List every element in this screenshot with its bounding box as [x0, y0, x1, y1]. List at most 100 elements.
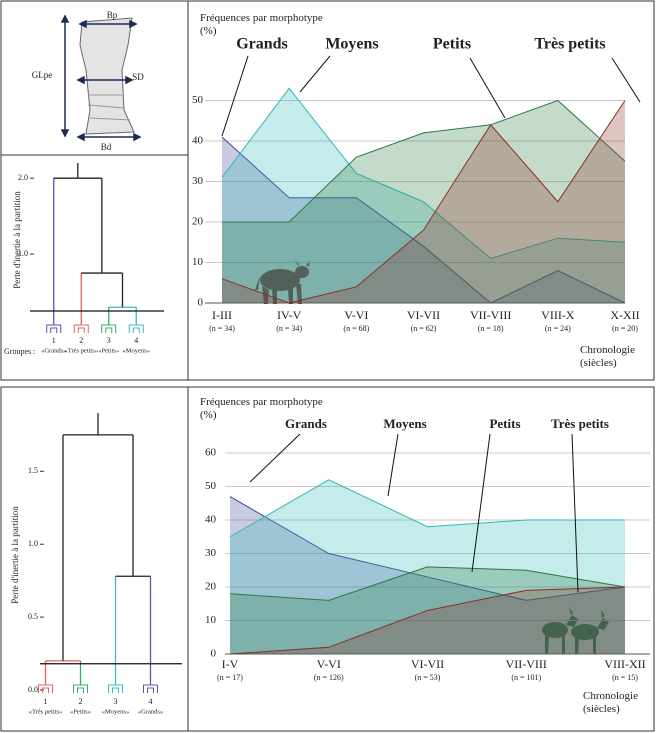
area	[222, 136, 625, 303]
leader-line	[469, 57, 506, 119]
n-label: (n = 17)	[217, 673, 243, 682]
x-tick-label: VI-VII	[411, 657, 444, 671]
group-number: 1	[44, 697, 48, 706]
group-number: 4	[134, 336, 138, 345]
x-tick-label: VII-VIII	[506, 657, 547, 671]
leaf-cluster	[38, 684, 53, 693]
legend-label: Moyens	[383, 416, 426, 431]
group-number: 3	[107, 336, 111, 345]
group-label: «Moyens»	[123, 347, 150, 354]
y-tick-label: 10	[205, 614, 217, 626]
n-label: (n = 20)	[612, 324, 638, 333]
leaf-cluster	[128, 324, 144, 333]
n-label: (n = 126)	[314, 673, 344, 682]
y-tick-label: 0	[211, 648, 217, 660]
y-tick-label: 0	[198, 297, 204, 309]
frame	[0, 0, 655, 381]
bone-label: Bp	[107, 10, 118, 20]
legend-label: Grands	[236, 36, 288, 53]
group-label: «Très petits»	[29, 708, 63, 715]
x-axis-label: Groupes :	[4, 347, 35, 356]
x-tick-label: X-XII	[610, 308, 639, 322]
area	[230, 496, 625, 654]
leader-line	[249, 433, 301, 483]
n-label: (n = 34)	[209, 324, 235, 333]
n-label: (n = 24)	[545, 324, 571, 333]
leader-line	[471, 433, 491, 573]
leader-line	[299, 55, 331, 93]
group-number: 1	[52, 336, 56, 345]
area	[222, 100, 625, 303]
line	[222, 99, 626, 223]
leaf-cluster	[101, 324, 117, 333]
x-tick-label: VI-VII	[407, 308, 440, 322]
x-tick-label: VIII-XII	[604, 657, 645, 671]
y-axis-label: Fréquences par morphotype (%)	[200, 12, 323, 37]
group-number: 2	[79, 336, 83, 345]
x-tick-label: V-VI	[344, 308, 368, 322]
bone-label: Bd	[101, 142, 112, 152]
x-axis-label: Chronologie (siècles)	[580, 344, 635, 369]
area	[230, 587, 625, 654]
leaf-cluster	[108, 684, 123, 693]
line	[221, 136, 626, 304]
y-tick-label: 40	[192, 135, 204, 147]
n-label: (n = 101)	[511, 673, 541, 682]
legend-label: Très petits	[551, 416, 609, 431]
line	[229, 496, 626, 601]
legend-label: Grands	[285, 416, 327, 431]
x-tick-label: I-III	[212, 308, 232, 322]
x-tick-label: VII-VIII	[470, 308, 511, 322]
y-tick-label: 2.0	[18, 173, 28, 182]
line	[229, 566, 626, 601]
n-label: (n = 34)	[276, 324, 302, 333]
legend-label: Moyens	[325, 36, 378, 53]
y-tick-label: 30	[205, 547, 217, 559]
legend-label: Petits	[489, 416, 520, 431]
leader-line	[387, 433, 399, 497]
area	[222, 88, 625, 303]
frame	[0, 386, 655, 732]
leaf-cluster	[73, 684, 88, 693]
y-tick-label: 20	[192, 216, 204, 228]
line	[221, 87, 626, 260]
group-label: «Très petits»	[64, 347, 98, 354]
y-tick-label: 50	[192, 94, 204, 106]
y-tick-label: 60	[205, 447, 217, 459]
y-tick-label: 0.5	[28, 612, 38, 621]
bone-label: SD	[132, 72, 144, 82]
y-axis-label: Fréquences par morphotype (%)	[200, 396, 323, 421]
line	[221, 100, 626, 304]
legend-label: Petits	[433, 36, 471, 53]
leader-line	[221, 55, 249, 137]
y-tick-label: 0.0	[28, 685, 38, 694]
y-axis-label: Perte d'inertie à la partition	[12, 191, 22, 289]
n-label: (n = 62)	[411, 324, 437, 333]
bull-icon	[255, 260, 310, 304]
group-number: 2	[79, 697, 83, 706]
y-tick-label: 1.0	[28, 539, 38, 548]
y-tick-label: 40	[205, 514, 217, 526]
y-tick-label: 10	[192, 256, 204, 268]
y-tick-label: 30	[192, 175, 204, 187]
group-number: 3	[114, 697, 118, 706]
leaf-cluster	[73, 324, 89, 333]
x-tick-label: I-V	[222, 657, 239, 671]
group-label: «Moyens»	[102, 708, 129, 715]
group-number: 4	[149, 697, 153, 706]
x-tick-label: V-VI	[317, 657, 341, 671]
line	[229, 479, 625, 538]
y-axis-label: Perte d'inertie à la partition	[10, 506, 20, 604]
x-tick-label: IV-V	[277, 308, 302, 322]
y-tick-label: 50	[205, 480, 217, 492]
leader-line	[611, 57, 641, 103]
group-label: «Grands»	[41, 347, 66, 354]
bone-label: GLpe	[32, 70, 53, 80]
leaf-cluster	[46, 324, 62, 333]
group-label: «Petits»	[98, 347, 119, 354]
n-label: (n = 68)	[343, 324, 369, 333]
group-label: «Grands»	[138, 708, 163, 715]
n-label: (n = 15)	[612, 673, 638, 682]
